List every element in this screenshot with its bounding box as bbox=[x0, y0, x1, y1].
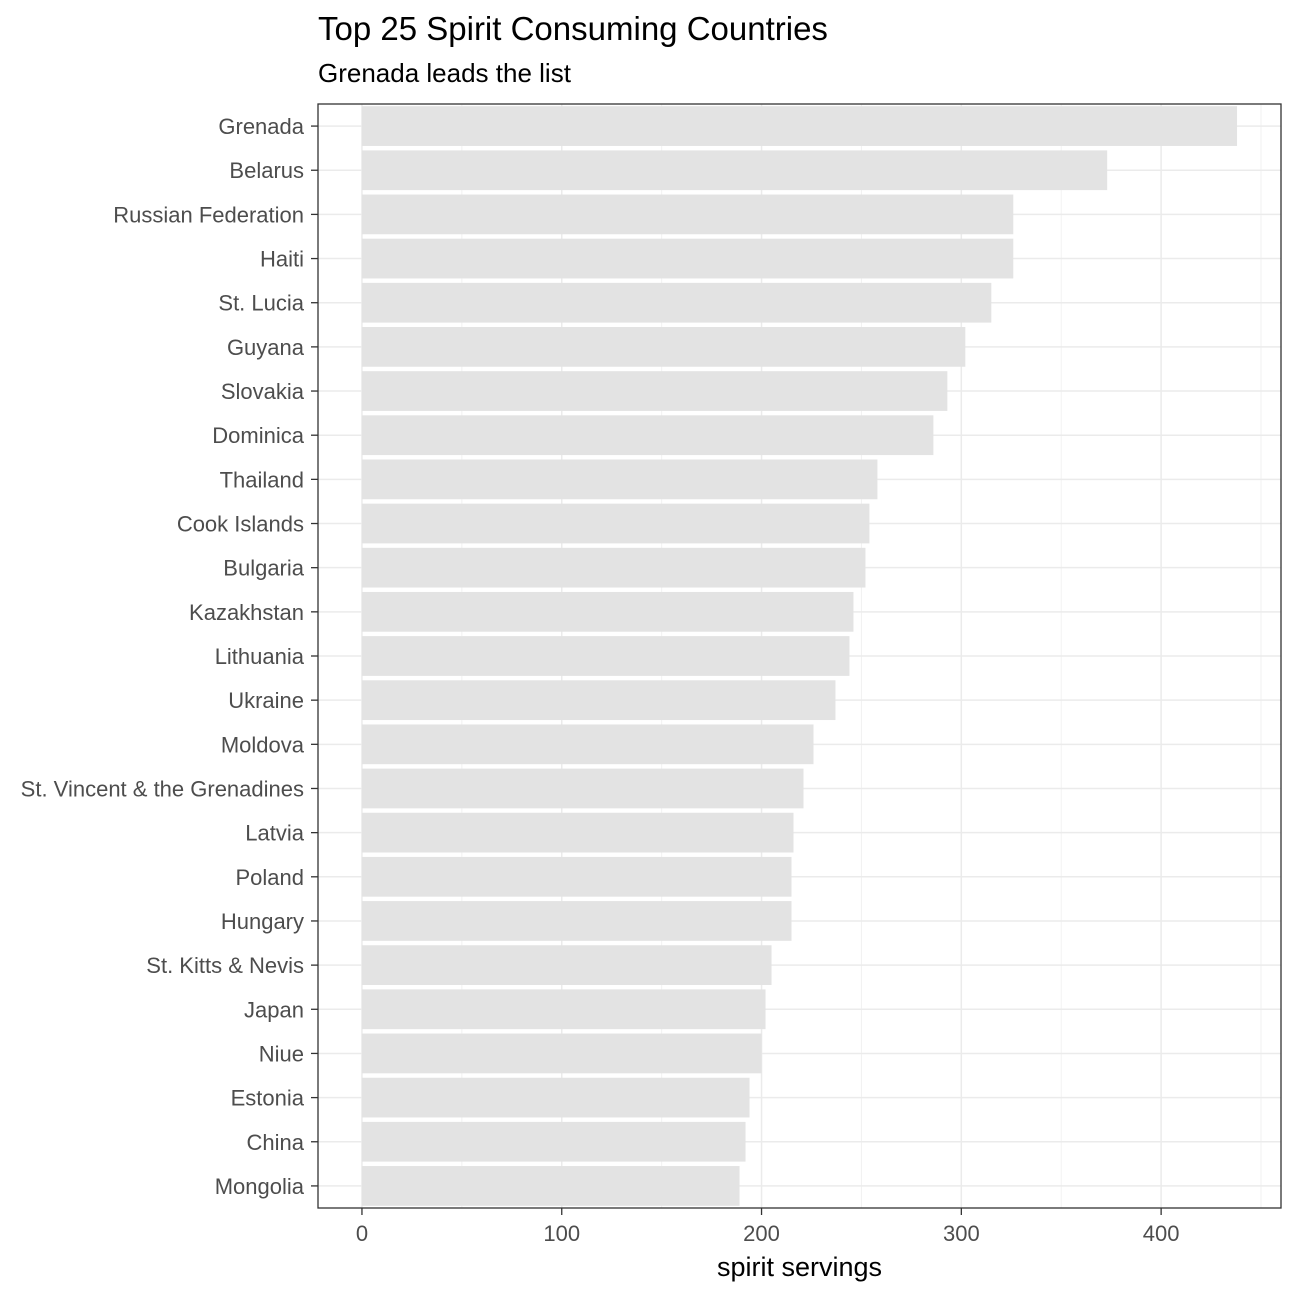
bar bbox=[361, 371, 948, 411]
bar bbox=[361, 856, 792, 897]
bar bbox=[361, 724, 814, 765]
chart-subtitle: Grenada leads the list bbox=[318, 58, 571, 88]
category-label: Niue bbox=[259, 1041, 304, 1066]
y-axis: Grenada Belarus Russian Federation Haiti St.… bbox=[21, 114, 318, 1199]
bar bbox=[361, 150, 1108, 191]
bar bbox=[361, 812, 794, 853]
bar bbox=[361, 503, 870, 544]
bar bbox=[361, 591, 854, 632]
category-label: Kazakhstan bbox=[189, 600, 304, 625]
bar bbox=[361, 194, 1014, 235]
category-label: Grenada bbox=[218, 114, 304, 139]
category-label: Guyana bbox=[227, 335, 305, 360]
bar bbox=[361, 547, 866, 588]
category-label: St. Vincent & the Grenadines bbox=[21, 776, 304, 801]
category-label: Estonia bbox=[231, 1086, 305, 1111]
bar bbox=[361, 106, 1238, 146]
category-label: St. Lucia bbox=[218, 291, 304, 316]
x-tick-label: 0 bbox=[356, 1221, 368, 1246]
x-tick-label: 200 bbox=[743, 1221, 780, 1246]
x-axis: 0 100 200 300 400 bbox=[356, 1208, 1180, 1246]
category-label: Lithuania bbox=[215, 644, 305, 669]
bar bbox=[361, 768, 804, 809]
category-label: Poland bbox=[235, 865, 304, 890]
category-label: Russian Federation bbox=[113, 202, 304, 227]
category-label: Mongolia bbox=[215, 1174, 305, 1199]
x-tick-label: 300 bbox=[943, 1221, 980, 1246]
category-label: Thailand bbox=[220, 467, 304, 492]
bar bbox=[361, 238, 1014, 279]
category-label: Japan bbox=[244, 997, 304, 1022]
bar bbox=[361, 636, 850, 676]
x-tick-label: 400 bbox=[1143, 1221, 1180, 1246]
bar bbox=[361, 282, 992, 323]
category-label: Slovakia bbox=[221, 379, 305, 404]
bar bbox=[361, 1166, 740, 1206]
bar bbox=[361, 1077, 750, 1118]
bar bbox=[361, 1121, 746, 1162]
category-label: Bulgaria bbox=[223, 556, 304, 581]
chart-title: Top 25 Spirit Consuming Countries bbox=[318, 10, 828, 47]
bar bbox=[361, 415, 934, 456]
bar bbox=[361, 459, 878, 500]
category-label: Haiti bbox=[260, 247, 304, 272]
category-label: China bbox=[247, 1130, 305, 1155]
x-tick-label: 100 bbox=[543, 1221, 580, 1246]
bar bbox=[361, 327, 966, 367]
category-label: Ukraine bbox=[228, 688, 304, 713]
category-label: Moldova bbox=[221, 732, 305, 757]
category-label: Latvia bbox=[245, 821, 304, 846]
bar bbox=[361, 1033, 762, 1074]
bar bbox=[361, 945, 772, 985]
category-label: Cook Islands bbox=[177, 512, 304, 537]
bars bbox=[361, 106, 1238, 1206]
category-label: Belarus bbox=[229, 158, 304, 183]
bar bbox=[361, 680, 836, 721]
category-label: Hungary bbox=[221, 909, 304, 934]
x-axis-title: spirit servings bbox=[717, 1252, 882, 1282]
category-label: Dominica bbox=[212, 423, 304, 448]
category-label: St. Kitts & Nevis bbox=[146, 953, 304, 978]
bar bbox=[361, 989, 766, 1030]
bar bbox=[361, 901, 792, 941]
